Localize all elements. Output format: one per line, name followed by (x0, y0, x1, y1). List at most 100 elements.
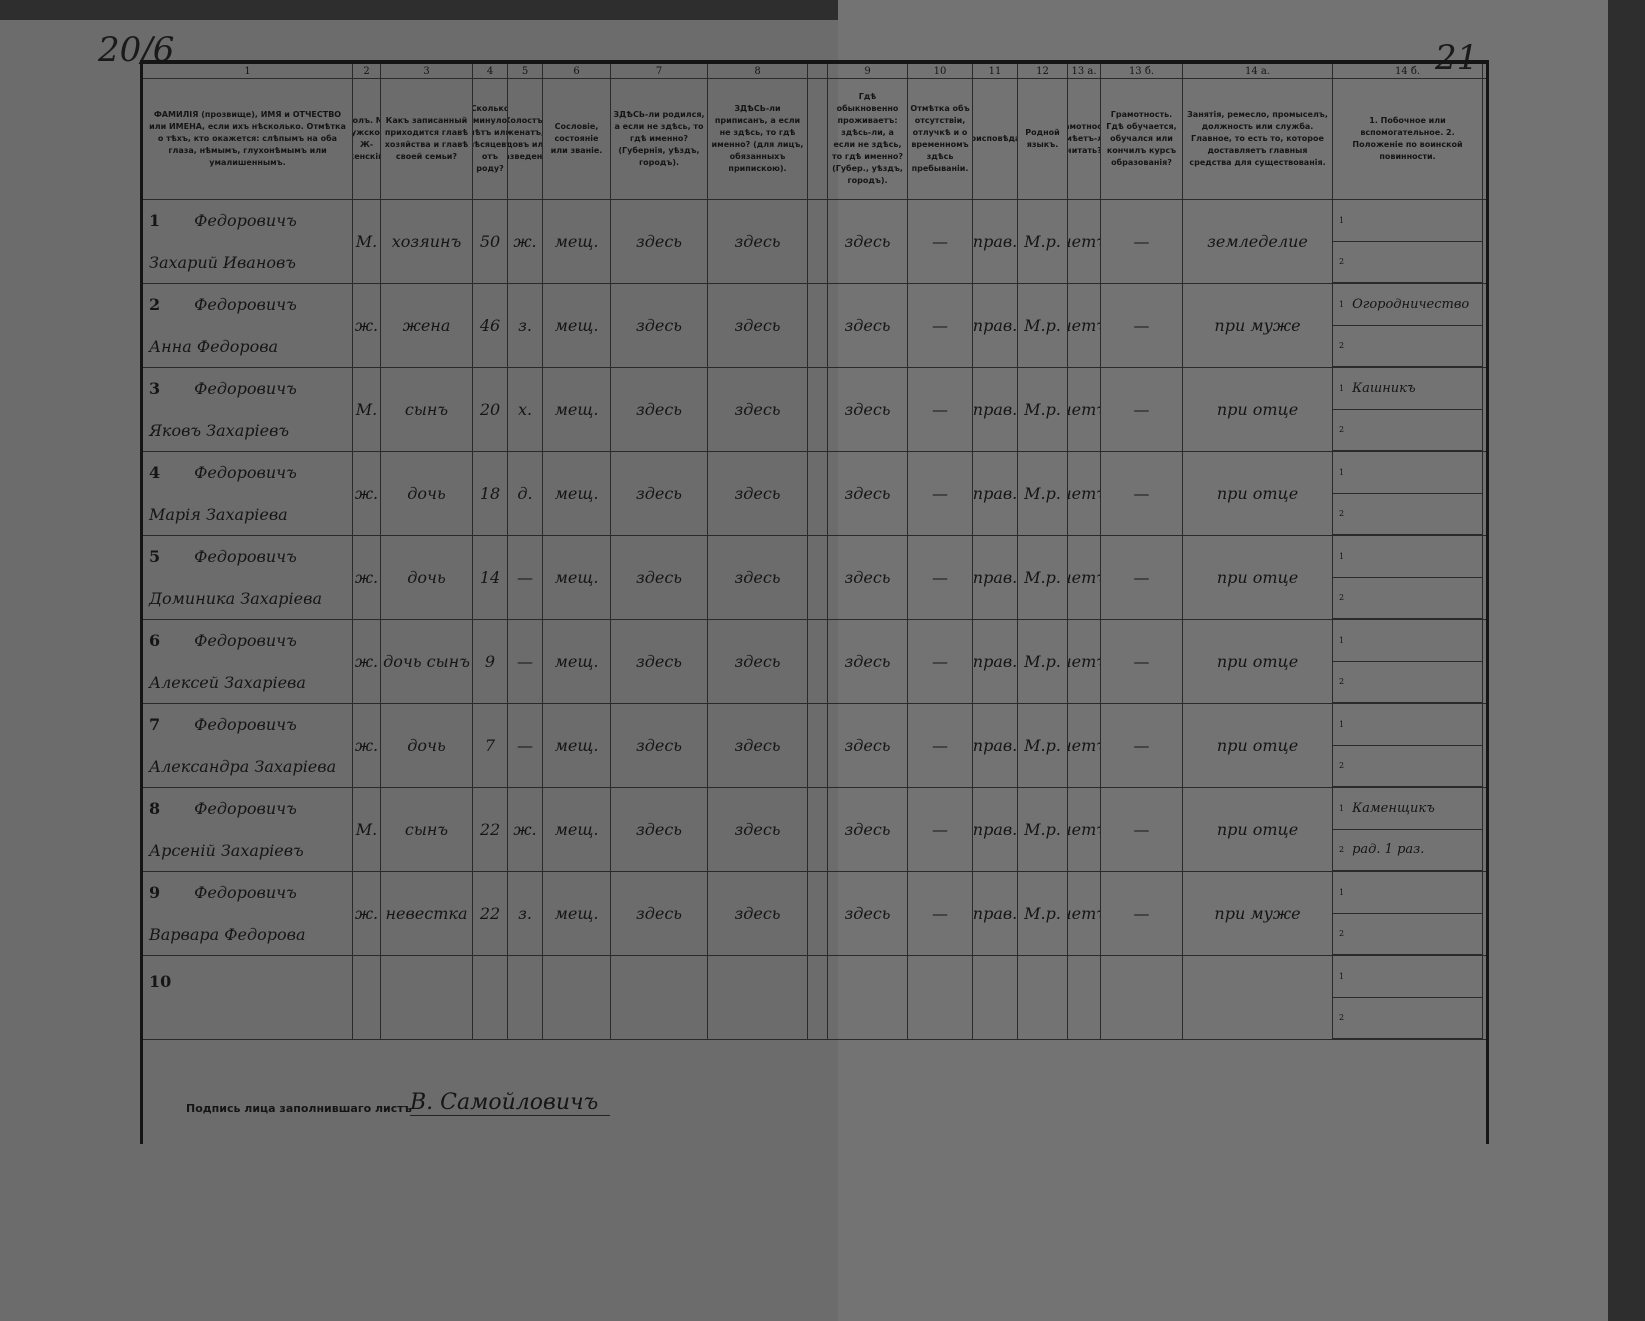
age-cell: 14 (473, 536, 508, 619)
column-header: Какъ записанный приходится главѣ хозяйст… (381, 79, 473, 199)
side1-entry: 1 (1333, 452, 1482, 494)
surname: Федоровичъ (194, 631, 297, 651)
mar-cell: ж. (508, 788, 543, 871)
edu-cell: — (1101, 536, 1183, 619)
lives-cell (828, 956, 908, 1039)
read-cell: нетъ (1068, 200, 1101, 283)
person-surname: 9 Федоровичъ (149, 883, 297, 902)
rel2-cell: прав. (973, 872, 1018, 955)
side1-entry: 1 (1333, 956, 1482, 998)
rel-cell: дочь (381, 452, 473, 535)
estate-cell (543, 956, 611, 1039)
row-number: 6 (149, 631, 161, 651)
sex-cell: М. (353, 788, 381, 871)
sex-cell (353, 956, 381, 1039)
occ-cell: земледелие (1183, 200, 1333, 283)
edu-cell: — (1101, 284, 1183, 367)
person-name-cell: 10 (143, 956, 353, 1039)
table-row: 2 Федоровичъ Анна Федорова ж. жена 46 з. мещ. зд… (143, 284, 1486, 368)
sub-number: 2 (1339, 761, 1345, 771)
reg-cell: здесь (708, 536, 808, 619)
lives-cell: здесь (828, 368, 908, 451)
given-name: Варвара Федорова (149, 924, 306, 944)
row-number: 7 (149, 715, 161, 735)
side2-entry: 2 рад. 1 раз. (1333, 830, 1482, 871)
occ-cell: при отце (1183, 704, 1333, 787)
row-number: 5 (149, 547, 161, 567)
person-name-cell: 5 Федоровичъ Доминика Захарiева (143, 536, 353, 619)
read-cell: нетъ (1068, 872, 1101, 955)
row-number: 9 (149, 883, 161, 903)
right-page (838, 0, 1608, 1321)
column-header: Сколько минуло лѣтъ или мѣсяцевъ отъ род… (473, 79, 508, 199)
column-header: Гдѣ обыкновенно проживаетъ: здѣсь-ли, а … (828, 79, 908, 199)
lang-cell: М.р. (1018, 200, 1068, 283)
born-cell: здесь (611, 536, 708, 619)
page-gutter (808, 200, 828, 283)
estate-cell: мещ. (543, 704, 611, 787)
mar-cell: з. (508, 284, 543, 367)
edu-cell (1101, 956, 1183, 1039)
reg-cell: здесь (708, 200, 808, 283)
row-number: 4 (149, 463, 161, 483)
given-name: Захарий Ивановъ (149, 252, 296, 272)
rel2-cell: прав. (973, 284, 1018, 367)
person-surname: 7 Федоровичъ (149, 715, 297, 734)
reg-cell: здесь (708, 788, 808, 871)
reg-cell: здесь (708, 704, 808, 787)
column-number: 14 б. (1333, 64, 1483, 78)
person-name-cell: 6 Федоровичъ Алексей Захарiева (143, 620, 353, 703)
absent-cell: — (908, 704, 973, 787)
sub-number: 1 (1339, 299, 1345, 309)
page-gutter (808, 704, 828, 787)
estate-cell: мещ. (543, 452, 611, 535)
reg-cell: здесь (708, 284, 808, 367)
rel-cell: дочь (381, 536, 473, 619)
side-occupation-cell: 1 Кашникъ 2 (1333, 368, 1483, 451)
table-row: 9 Федоровичъ Варвара Федорова ж. невестка 22 з… (143, 872, 1486, 956)
sex-cell: ж. (353, 704, 381, 787)
sex-cell: ж. (353, 620, 381, 703)
estate-cell: мещ. (543, 620, 611, 703)
rel-cell: дочь сынъ (381, 620, 473, 703)
age-cell: 22 (473, 872, 508, 955)
age-cell (473, 956, 508, 1039)
signature-value: В. Самойловичъ (410, 1090, 610, 1116)
rel2-cell: прав. (973, 368, 1018, 451)
column-number: 8 (708, 64, 808, 78)
column-number (808, 64, 828, 78)
side-occupation-cell: 1 Огородничество 2 (1333, 284, 1483, 367)
person-surname: 8 Федоровичъ (149, 799, 297, 818)
page-gutter (808, 368, 828, 451)
born-cell (611, 956, 708, 1039)
column-headers-row: ФАМИЛІЯ (прозвище), ИМЯ и ОТЧЕСТВО или И… (143, 79, 1486, 200)
given-name: Яковъ Захарiевъ (149, 420, 290, 440)
occ-cell: при отце (1183, 620, 1333, 703)
table-row: 8 Федоровичъ Арсенiй Захарiевъ М. сынъ 22 ж. ме… (143, 788, 1486, 872)
column-header (808, 79, 828, 199)
side1-entry: 1 (1333, 704, 1482, 746)
surname: Федоровичъ (194, 547, 297, 567)
age-cell: 7 (473, 704, 508, 787)
sub-number: 2 (1339, 593, 1345, 603)
given-name: Александра Захарiева (149, 756, 337, 776)
column-header: Грамотность. Умѣетъ-ли читать? (1068, 79, 1101, 199)
page-gutter (808, 788, 828, 871)
rel2-cell: прав. (973, 200, 1018, 283)
occ-cell: при отце (1183, 368, 1333, 451)
rel-cell: хозяинъ (381, 200, 473, 283)
lives-cell: здесь (828, 704, 908, 787)
given-name: Анна Федорова (149, 336, 279, 356)
sex-cell: М. (353, 368, 381, 451)
sub-number: 1 (1339, 467, 1345, 477)
absent-cell: — (908, 368, 973, 451)
sub-number: 2 (1339, 929, 1345, 939)
sub-number: 1 (1339, 887, 1345, 897)
rel-cell: невестка (381, 872, 473, 955)
edu-cell: — (1101, 704, 1183, 787)
column-header: Вѣроисповѣданіе. (973, 79, 1018, 199)
rel-cell: сынъ (381, 788, 473, 871)
